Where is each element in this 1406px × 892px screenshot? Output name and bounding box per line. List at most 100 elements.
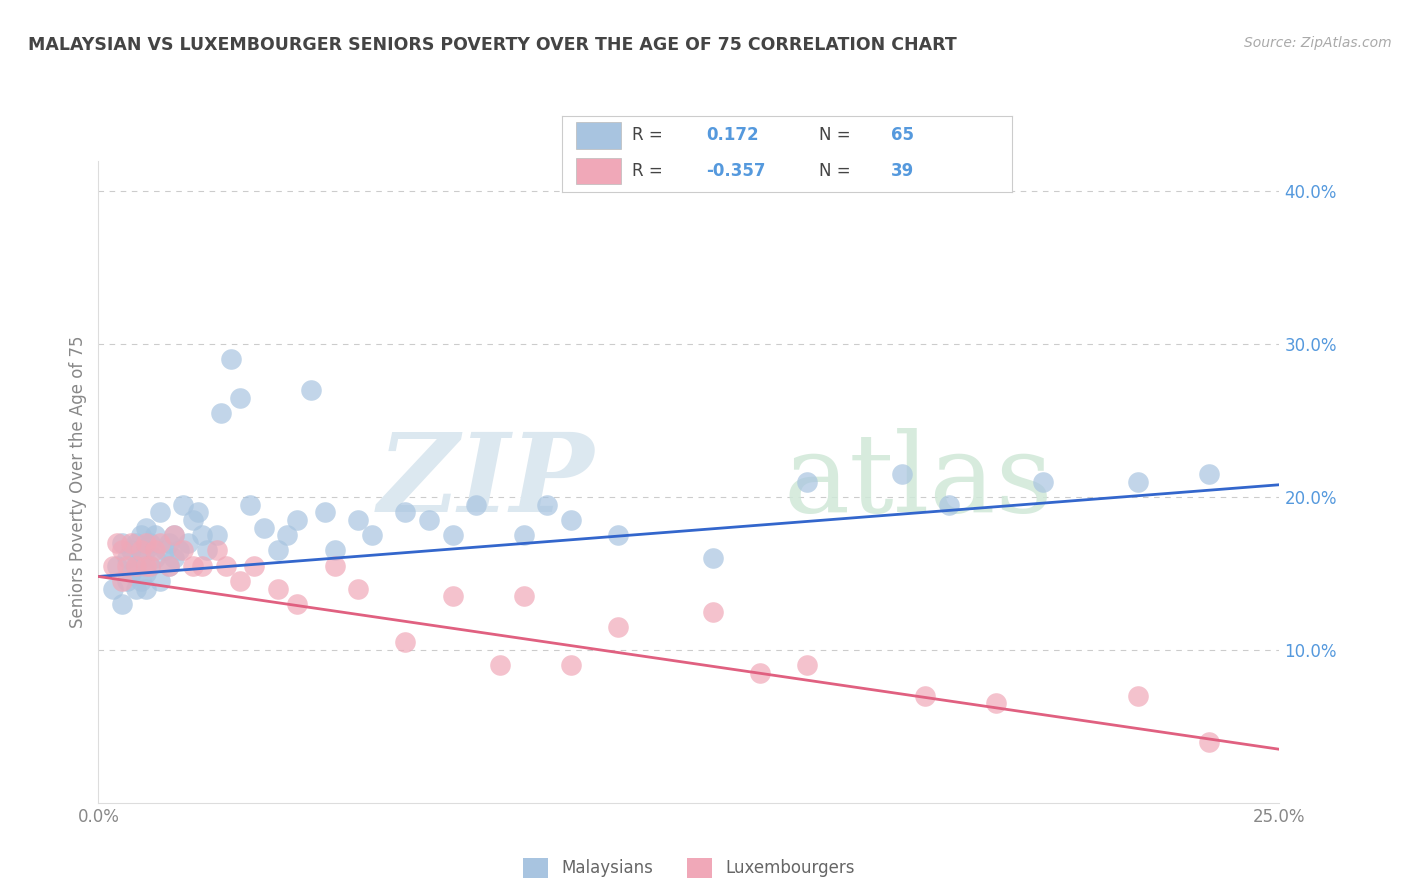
Text: ZIP: ZIP	[378, 428, 595, 535]
Point	[111, 543, 134, 558]
Point	[314, 505, 336, 519]
Point	[796, 658, 818, 673]
FancyBboxPatch shape	[576, 122, 621, 149]
Point	[229, 574, 252, 588]
Point	[229, 391, 252, 405]
Point	[129, 528, 152, 542]
Point	[347, 513, 370, 527]
Point	[172, 498, 194, 512]
Point	[560, 513, 582, 527]
Point	[111, 597, 134, 611]
Point	[215, 558, 238, 573]
Point	[748, 665, 770, 680]
Legend: Malaysians, Luxembourgers: Malaysians, Luxembourgers	[523, 857, 855, 878]
Text: N =: N =	[818, 127, 851, 145]
Point	[153, 543, 176, 558]
Point	[560, 658, 582, 673]
Point	[441, 590, 464, 604]
Point	[149, 536, 172, 550]
Point	[1126, 689, 1149, 703]
Point	[105, 536, 128, 550]
Point	[984, 697, 1007, 711]
Point	[239, 498, 262, 512]
Point	[129, 574, 152, 588]
Point	[1032, 475, 1054, 489]
Point	[914, 689, 936, 703]
Point	[167, 543, 190, 558]
Text: -0.357: -0.357	[706, 162, 766, 180]
Point	[267, 582, 290, 596]
Point	[253, 520, 276, 534]
Point	[143, 543, 166, 558]
Point	[465, 498, 488, 512]
Point	[267, 543, 290, 558]
Point	[394, 505, 416, 519]
Point	[143, 528, 166, 542]
Point	[209, 406, 232, 420]
Point	[125, 558, 148, 573]
Point	[323, 543, 346, 558]
Point	[181, 513, 204, 527]
Point	[607, 528, 630, 542]
Point	[1126, 475, 1149, 489]
Point	[135, 558, 157, 573]
Point	[163, 528, 186, 542]
Point	[105, 558, 128, 573]
Point	[1198, 734, 1220, 748]
Point	[149, 505, 172, 519]
Point	[512, 528, 534, 542]
FancyBboxPatch shape	[576, 158, 621, 185]
Point	[129, 543, 152, 558]
Point	[285, 597, 308, 611]
Point	[115, 558, 138, 573]
Text: R =: R =	[633, 127, 662, 145]
Point	[890, 467, 912, 481]
Point	[101, 582, 124, 596]
Point	[157, 536, 180, 550]
Point	[177, 536, 200, 550]
Point	[205, 543, 228, 558]
Point	[187, 505, 209, 519]
Point	[205, 528, 228, 542]
Text: N =: N =	[818, 162, 851, 180]
Point	[276, 528, 298, 542]
Point	[121, 543, 143, 558]
Point	[1198, 467, 1220, 481]
Point	[181, 558, 204, 573]
Point	[702, 605, 724, 619]
Point	[191, 558, 214, 573]
Point	[125, 558, 148, 573]
Point	[172, 543, 194, 558]
Point	[243, 558, 266, 573]
Point	[143, 551, 166, 566]
Point	[101, 558, 124, 573]
Point	[361, 528, 384, 542]
Point	[111, 536, 134, 550]
Point	[135, 566, 157, 581]
Point	[607, 620, 630, 634]
Point	[938, 498, 960, 512]
Point	[323, 558, 346, 573]
Point	[489, 658, 512, 673]
Point	[129, 551, 152, 566]
Point	[135, 520, 157, 534]
Text: 65: 65	[891, 127, 914, 145]
Text: 0.172: 0.172	[706, 127, 759, 145]
Point	[219, 352, 242, 367]
Point	[157, 558, 180, 573]
Point	[195, 543, 218, 558]
Point	[121, 536, 143, 550]
Point	[347, 582, 370, 596]
Point	[299, 383, 322, 397]
Point	[115, 574, 138, 588]
Point	[163, 528, 186, 542]
Point	[157, 558, 180, 573]
Point	[418, 513, 440, 527]
Point	[135, 543, 157, 558]
Point	[139, 558, 162, 573]
Point	[191, 528, 214, 542]
Point	[285, 513, 308, 527]
Point	[536, 498, 558, 512]
Point	[394, 635, 416, 649]
Text: MALAYSIAN VS LUXEMBOURGER SENIORS POVERTY OVER THE AGE OF 75 CORRELATION CHART: MALAYSIAN VS LUXEMBOURGER SENIORS POVERT…	[28, 36, 957, 54]
